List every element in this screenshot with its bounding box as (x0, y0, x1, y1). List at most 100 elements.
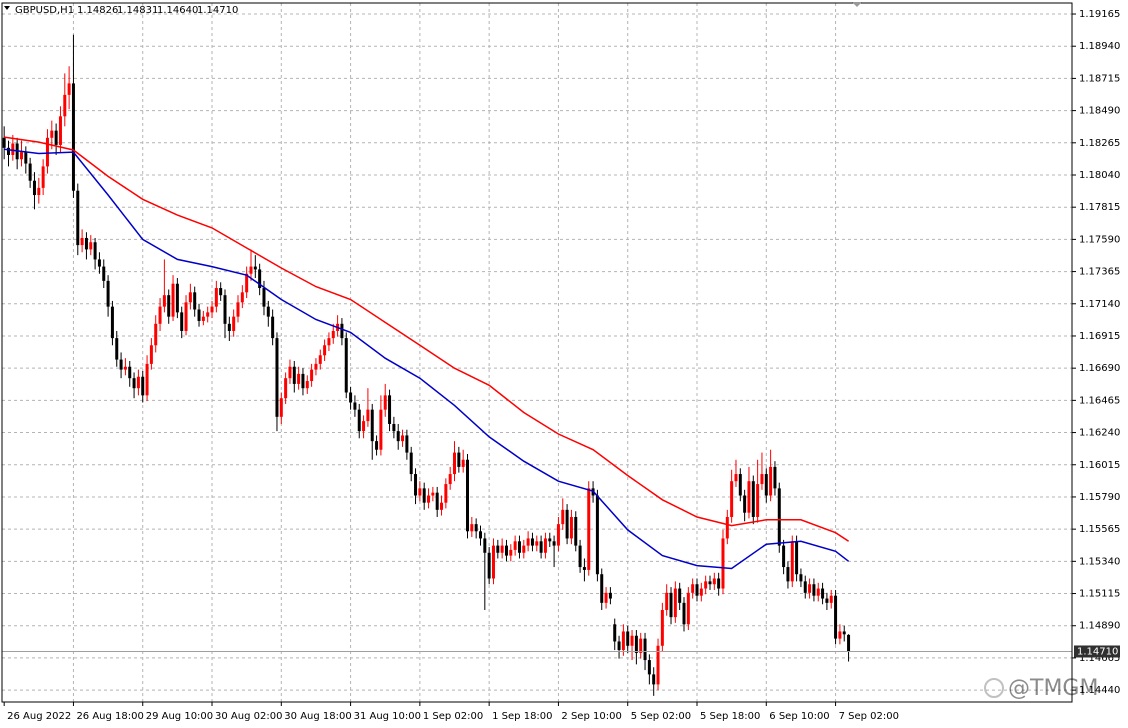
candle-body (734, 474, 738, 482)
y-tick-label: 1.15115 (1079, 589, 1120, 600)
y-tick-label: 1.15790 (1079, 492, 1120, 503)
candle-body (58, 116, 62, 145)
candle-body (32, 180, 36, 196)
candle-body (617, 641, 621, 651)
candle-body (184, 302, 188, 331)
candle-body (427, 495, 431, 503)
candle-body (206, 312, 210, 317)
candle-body (513, 541, 517, 550)
candle-body (28, 163, 32, 181)
candle-body (760, 474, 764, 485)
candle-body (392, 423, 396, 432)
candle-body (834, 595, 838, 639)
candle-body (167, 295, 171, 317)
candle-body (630, 635, 634, 646)
candle-body (470, 524, 474, 532)
candle-body (193, 292, 197, 310)
candle-body (349, 392, 353, 403)
x-tick-label: 1 Sep 02:00 (423, 711, 483, 722)
candle-body (388, 395, 392, 424)
candle-body (639, 638, 643, 653)
candle-body (154, 323, 158, 346)
x-tick-label: 30 Aug 02:00 (215, 711, 282, 722)
candle-body (431, 492, 435, 496)
candle-body (24, 152, 28, 164)
x-tick-label: 5 Sep 18:00 (700, 711, 760, 722)
y-tick-label: 1.17365 (1079, 267, 1120, 278)
candle-body (665, 592, 669, 610)
ohlc-high: 1.14831 (117, 5, 158, 16)
candle-body (236, 302, 240, 317)
y-tick-label: 1.16690 (1079, 363, 1120, 374)
y-tick-label: 1.18265 (1079, 138, 1120, 149)
y-tick-label: 1.17590 (1079, 234, 1120, 245)
candle-body (496, 545, 500, 553)
candle-body (743, 495, 747, 513)
candle-body (67, 83, 71, 95)
shift-marker[interactable] (852, 2, 862, 7)
candle-body (89, 242, 93, 250)
candle-body (409, 452, 413, 475)
candle-body (725, 516, 729, 539)
candle-body (517, 541, 521, 553)
watermark-text: @TMGM (1008, 676, 1098, 701)
candle-body (201, 316, 205, 321)
candle-body (552, 541, 556, 546)
candle-body (842, 631, 846, 635)
candle-body (825, 598, 829, 603)
candle-body (604, 592, 608, 603)
candle-body (93, 242, 97, 260)
candle-body (500, 545, 504, 553)
x-tick-label: 26 Aug 18:00 (76, 711, 143, 722)
candle-body (318, 355, 322, 364)
candle-body (45, 137, 49, 167)
candle-body (71, 83, 75, 191)
candle-body (530, 538, 534, 546)
candle-body (115, 338, 119, 360)
menu-arrow[interactable] (4, 6, 10, 10)
x-tick-label: 29 Aug 10:00 (146, 711, 213, 722)
candle-body (769, 466, 773, 496)
candle-body (440, 502, 444, 510)
candle-body (344, 338, 348, 393)
candle-body (271, 316, 275, 339)
candle-body (738, 474, 742, 496)
plot-border (1, 2, 1073, 703)
candle-body (539, 541, 543, 553)
candle-body (695, 584, 699, 596)
candle-body (509, 549, 513, 556)
candle-body (245, 273, 249, 293)
y-tick-label: 1.19165 (1079, 9, 1120, 20)
moving-average-line (4, 136, 850, 542)
candle-body (652, 674, 656, 685)
candle-body (405, 435, 409, 453)
y-tick-label: 1.18715 (1079, 73, 1120, 84)
candle-body (808, 584, 812, 593)
grid (2, 3, 1072, 702)
candle-body (522, 545, 526, 553)
y-tick-label: 1.16465 (1079, 395, 1120, 406)
candle-body (600, 574, 604, 603)
candle-body (643, 638, 647, 661)
candle-body (582, 567, 586, 570)
candle-body (279, 398, 283, 417)
candle-body (305, 381, 309, 389)
candle-body (613, 624, 617, 642)
candle-body (578, 545, 582, 568)
y-tick-label: 1.15565 (1079, 524, 1120, 535)
candle-body (730, 481, 734, 517)
candle-body (353, 402, 357, 410)
candle-body (673, 588, 677, 618)
candle-body (574, 516, 578, 546)
candle-body (838, 631, 842, 639)
candle-body (210, 306, 214, 313)
candle-body (483, 538, 487, 553)
x-tick-label: 1 Sep 18:00 (492, 711, 552, 722)
x-tick-label: 30 Aug 18:00 (284, 711, 351, 722)
candle-body (145, 363, 149, 396)
y-tick-label: 1.17815 (1079, 202, 1120, 213)
candle-body (569, 516, 573, 539)
last-price-label: 1.14710 (1077, 646, 1118, 657)
